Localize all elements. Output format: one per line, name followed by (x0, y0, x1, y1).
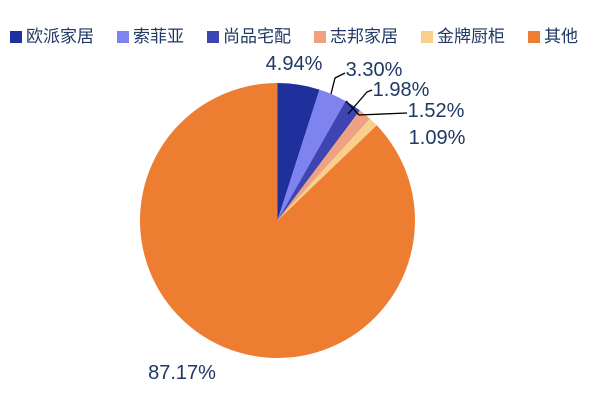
legend-item: 索菲亚 (117, 28, 184, 45)
legend-label: 索菲亚 (133, 27, 184, 46)
pie-slice-3 (277, 110, 370, 221)
pie-slice-4 (277, 118, 377, 221)
pie-data-label-4: 1.09% (409, 127, 466, 149)
legend-label: 金牌厨柜 (437, 27, 505, 46)
legend-label: 其他 (544, 27, 578, 46)
legend-item: 其他 (528, 28, 578, 45)
chart-legend: 欧派家居 索菲亚 尚品宅配 志邦家居 金牌厨柜 其他 (10, 28, 578, 45)
legend-swatch (528, 30, 540, 43)
pie-slice-2 (277, 101, 360, 221)
leader-line-3 (345, 100, 408, 116)
legend-swatch (207, 30, 219, 43)
legend-item: 欧派家居 (10, 28, 94, 45)
legend-swatch (10, 30, 22, 43)
legend-item: 尚品宅配 (207, 28, 291, 45)
legend-swatch (117, 30, 129, 43)
leader-line-2 (347, 89, 373, 115)
legend-label: 志邦家居 (330, 27, 398, 46)
pie-data-label-5: 87.17% (148, 362, 216, 384)
legend-item: 志邦家居 (314, 28, 398, 45)
legend-item: 金牌厨柜 (421, 28, 505, 45)
pie-data-label-3: 1.52% (408, 100, 465, 122)
pie-slice-5 (139, 83, 415, 359)
pie-data-label-0: 4.94% (266, 53, 323, 75)
legend-swatch (314, 30, 326, 43)
leader-line-1 (330, 72, 346, 95)
legend-label: 欧派家居 (26, 27, 94, 46)
legend-swatch (421, 30, 433, 43)
pie-slice-1 (277, 89, 346, 221)
pie-data-label-2: 1.98% (373, 79, 430, 101)
pie-slice-0 (277, 83, 320, 221)
legend-label: 尚品宅配 (223, 27, 291, 46)
pie-data-label-1: 3.30% (346, 59, 403, 81)
